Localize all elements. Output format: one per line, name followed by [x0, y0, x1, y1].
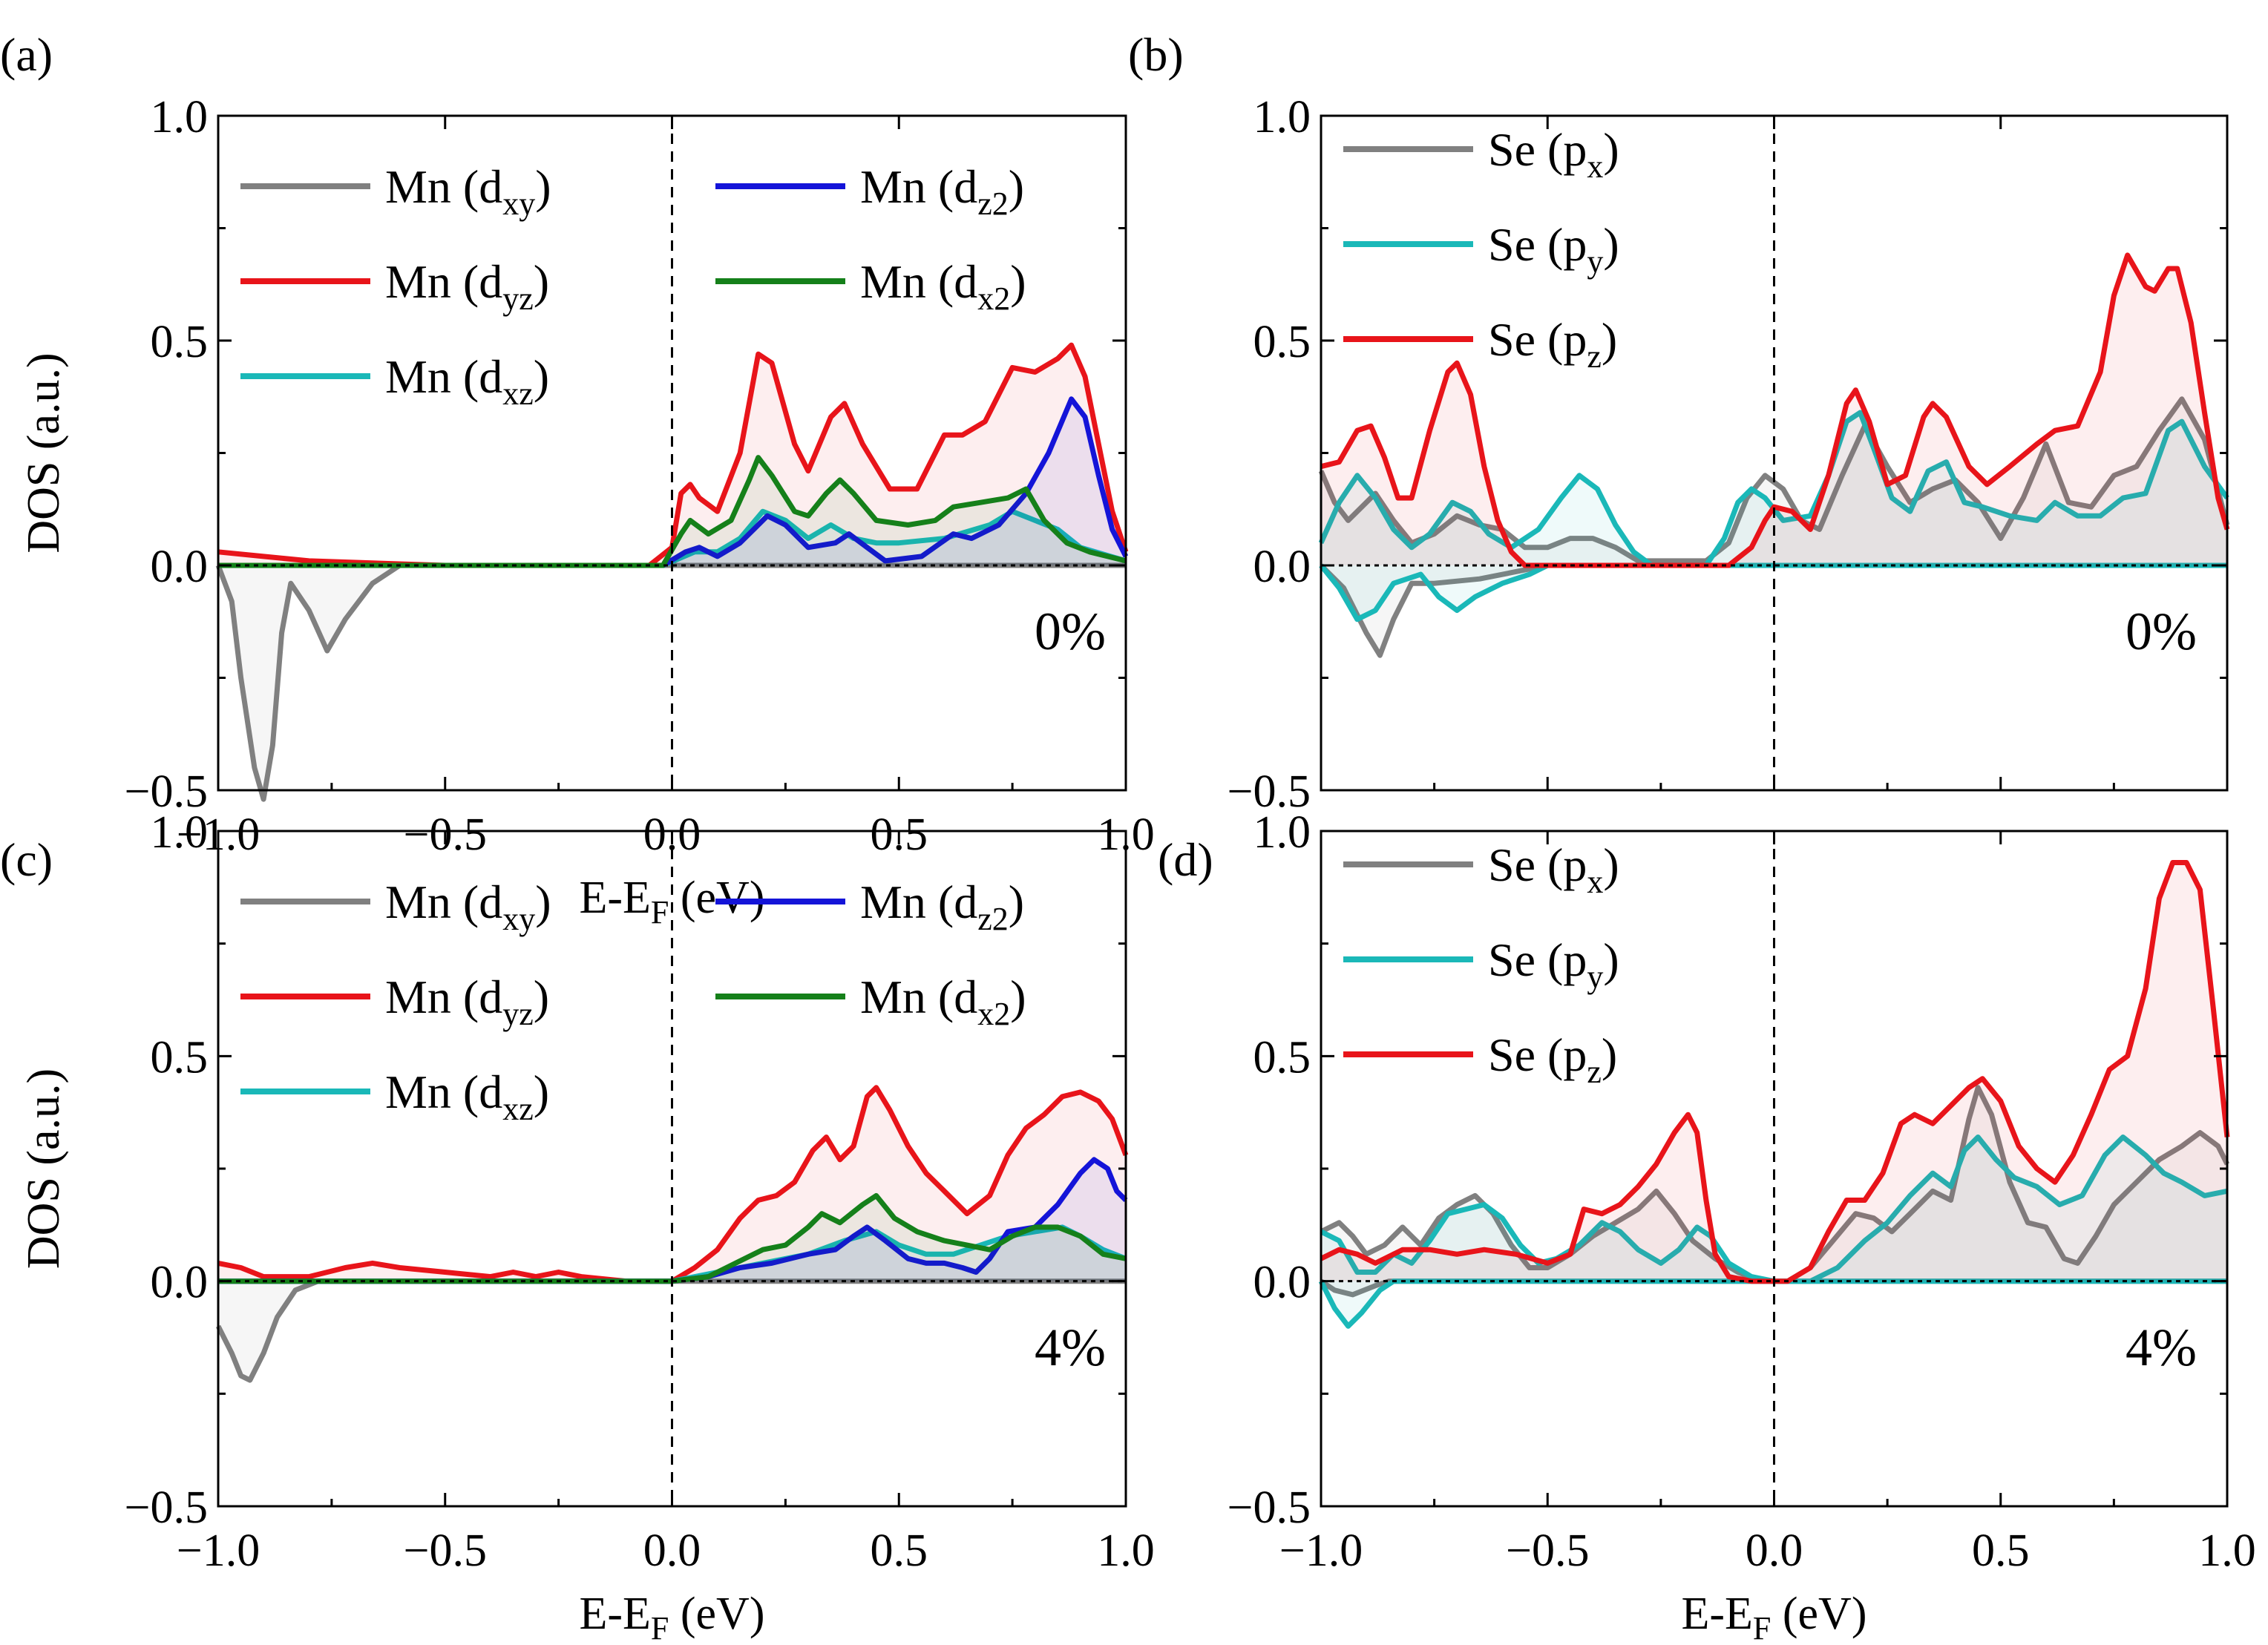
- x-axis-label: E-EF (eV): [1682, 1589, 1867, 1645]
- series-line: [218, 455, 1127, 568]
- legend-label: Mn (dyz): [385, 255, 549, 317]
- y-tick-label: 0.5: [151, 1032, 209, 1083]
- series-fill: [218, 345, 1126, 565]
- strain-label: 4%: [2126, 1318, 2197, 1377]
- x-tick-label: −0.5: [404, 1526, 487, 1576]
- x-axis-label: E-EF (eV): [580, 873, 765, 930]
- series-fill: [1321, 255, 2227, 565]
- x-tick-label: 0.0: [1746, 1526, 1803, 1576]
- series-fill: [218, 1195, 1126, 1281]
- x-tick-label: 1.0: [1097, 1526, 1155, 1576]
- x-tick-label: −1.0: [177, 1526, 260, 1576]
- legend-label: Mn (dz2): [860, 160, 1024, 222]
- y-tick-label: 0.0: [151, 542, 209, 592]
- y-tick-label: 0.0: [151, 1258, 209, 1308]
- strain-label: 0%: [1035, 602, 1106, 661]
- y-tick-label: −0.5: [1228, 1483, 1311, 1533]
- series-fill: [218, 398, 1126, 565]
- x-tick-label: 1.0: [2198, 1526, 2256, 1576]
- y-axis-label: DOS (a.u.): [19, 352, 69, 553]
- series-line: [1320, 1135, 2228, 1284]
- series-line: [1320, 252, 2230, 568]
- legend-label: Se (py): [1488, 218, 1619, 280]
- series-line: [1319, 562, 2227, 623]
- series-fill: [218, 565, 1126, 800]
- x-axis-label: E-EF (eV): [580, 1589, 765, 1645]
- series-fill: [218, 1159, 1126, 1281]
- legend-label: Mn (dx2): [860, 255, 1026, 317]
- x-tick-label: −1.0: [1279, 1526, 1363, 1576]
- y-tick-label: 1.0: [1253, 807, 1311, 858]
- y-tick-label: 0.5: [1253, 1032, 1311, 1083]
- y-tick-label: 0.0: [1253, 542, 1311, 592]
- panel-d: −0.50.00.51.0−1.0 −0.5 0.0 0.5 1.0E-EF (eV)(…: [1158, 807, 2256, 1645]
- legend-label: Se (py): [1488, 933, 1619, 995]
- series-fill: [218, 1087, 1126, 1281]
- y-tick-label: 1.0: [1253, 92, 1311, 142]
- series-fill: [1321, 565, 2227, 620]
- series-fill: [218, 1227, 1126, 1281]
- legend-label: Se (px): [1488, 838, 1619, 900]
- series-fill: [1321, 1087, 2227, 1281]
- series-fill: [1321, 413, 2227, 565]
- panel-label: (a): [0, 28, 53, 81]
- legend-label: Mn (dxz): [385, 350, 549, 412]
- series-line: [218, 396, 1129, 568]
- y-tick-label: 1.0: [151, 92, 209, 142]
- y-tick-label: 0.0: [1253, 1258, 1311, 1308]
- series-line: [218, 1192, 1127, 1284]
- strain-label: 0%: [2126, 602, 2197, 661]
- strain-label: 4%: [1035, 1318, 1106, 1377]
- legend-label: Mn (dxy): [385, 876, 551, 937]
- series-fill: [1321, 565, 2227, 656]
- legend-label: Se (pz): [1488, 1028, 1617, 1090]
- legend-label: Mn (dxz): [385, 1066, 549, 1127]
- series-fill: [218, 511, 1126, 565]
- series-fill: [1321, 1137, 2227, 1281]
- legend-label: Se (pz): [1488, 313, 1617, 375]
- legend-label: Mn (dx2): [860, 971, 1026, 1032]
- series-line: [217, 1085, 1129, 1284]
- y-tick-label: −0.5: [125, 766, 208, 817]
- series-fill: [1321, 862, 2227, 1281]
- series-line: [1320, 860, 2230, 1284]
- x-tick-label: 0.5: [871, 1526, 928, 1576]
- panel-label: (b): [1128, 28, 1184, 81]
- y-tick-label: −0.5: [125, 1483, 208, 1533]
- y-tick-label: 1.0: [151, 807, 209, 858]
- series-fill: [218, 457, 1126, 565]
- series-line: [1318, 396, 2230, 564]
- x-tick-label: −0.5: [1506, 1526, 1589, 1576]
- y-axis-label: DOS (a.u.): [19, 1068, 69, 1269]
- series-line: [215, 562, 1126, 802]
- legend-label: Mn (dyz): [385, 971, 549, 1032]
- panel-b: −0.5 0.0 0.5 1.0 (b) 0% Se (px) Se (py) Se (pz): [1128, 28, 2230, 817]
- series-line: [218, 1157, 1128, 1284]
- series-line: [215, 1278, 1126, 1383]
- legend-label: Mn (dxy): [385, 160, 551, 222]
- panel-label: (c): [0, 833, 53, 886]
- x-tick-label: 0.5: [1972, 1526, 2030, 1576]
- legend-label: Se (px): [1488, 123, 1619, 185]
- y-tick-label: 0.5: [1253, 317, 1311, 367]
- y-tick-label: 0.5: [151, 317, 209, 367]
- legend-label: Mn (dz2): [860, 876, 1024, 937]
- panel-label: (d): [1158, 833, 1213, 886]
- x-tick-label: 0.0: [643, 1526, 701, 1576]
- y-tick-label: −0.5: [1228, 766, 1311, 817]
